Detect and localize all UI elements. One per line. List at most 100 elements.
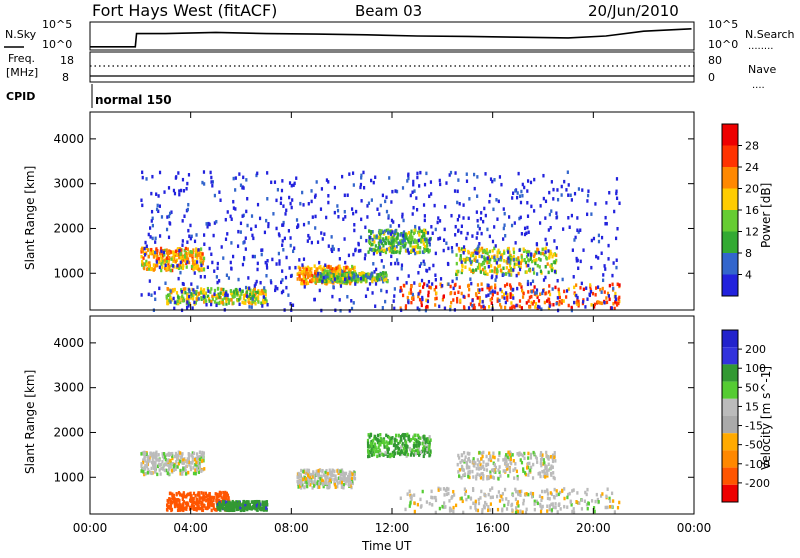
- data-cell: [339, 281, 342, 286]
- data-cell: [525, 466, 529, 470]
- data-cell: [379, 443, 382, 447]
- data-cell: [540, 307, 543, 311]
- data-cell: [163, 190, 166, 194]
- data-cell: [367, 451, 370, 456]
- data-cell: [365, 279, 368, 283]
- data-cell: [531, 267, 535, 272]
- data-cell: [523, 471, 527, 475]
- data-cell: [408, 291, 411, 295]
- data-cell: [348, 271, 351, 275]
- data-cell: [397, 224, 401, 228]
- data-cell: [321, 267, 324, 272]
- data-cell: [237, 502, 240, 506]
- data-cell: [181, 177, 185, 182]
- data-cell: [496, 269, 499, 274]
- data-cell: [391, 230, 394, 234]
- xtick-label: 16:00: [475, 521, 510, 535]
- data-cell: [616, 505, 620, 510]
- data-cell: [616, 226, 619, 231]
- data-cell: [399, 437, 403, 441]
- data-cell: [171, 268, 174, 273]
- data-cell: [166, 504, 170, 509]
- data-cell: [498, 451, 501, 455]
- data-cell: [438, 219, 442, 223]
- data-cell: [520, 489, 523, 494]
- data-cell: [354, 279, 357, 284]
- data-cell: [337, 270, 340, 274]
- data-cell: [141, 203, 144, 208]
- data-cell: [200, 267, 203, 271]
- data-cell: [413, 238, 416, 242]
- data-cell: [393, 451, 397, 456]
- data-cell: [390, 237, 393, 241]
- data-cell: [343, 277, 347, 282]
- data-cell: [579, 228, 582, 232]
- data-cell: [181, 461, 184, 465]
- data-cell: [555, 489, 558, 493]
- data-cell: [179, 188, 183, 193]
- data-cell: [207, 500, 210, 505]
- data-cell: [420, 300, 423, 305]
- data-cell: [540, 463, 543, 468]
- data-cell: [499, 474, 502, 478]
- data-cell: [223, 497, 226, 502]
- data-cell: [307, 474, 310, 478]
- data-cell: [327, 180, 330, 184]
- freq-label-line2: [MHz]: [6, 66, 38, 79]
- data-cell: [299, 472, 302, 477]
- data-cell: [277, 232, 281, 236]
- data-cell: [221, 497, 224, 501]
- data-cell: [144, 471, 147, 476]
- data-cell: [387, 235, 390, 240]
- data-cell: [415, 244, 418, 249]
- data-cell: [185, 298, 188, 302]
- data-cell: [178, 249, 181, 253]
- data-cell: [181, 239, 184, 243]
- data-cell: [510, 305, 514, 309]
- data-cell: [334, 268, 337, 273]
- data-cell: [508, 268, 511, 273]
- data-cell: [313, 479, 316, 484]
- data-cell: [377, 439, 381, 443]
- data-cell: [294, 265, 297, 270]
- data-cell: [168, 249, 171, 253]
- data-cell: [518, 194, 522, 198]
- data-cell: [146, 454, 149, 459]
- data-cell: [487, 258, 490, 262]
- data-cell: [182, 287, 185, 291]
- velocity-panel-frame: [89, 315, 695, 515]
- data-cell: [246, 223, 249, 228]
- data-cell: [540, 489, 544, 494]
- data-cell: [471, 469, 474, 474]
- data-cell: [212, 503, 215, 507]
- data-cell: [359, 185, 362, 190]
- data-cell: [491, 291, 495, 295]
- data-cell: [416, 450, 420, 455]
- data-cell: [390, 218, 394, 223]
- data-cell: [545, 255, 548, 260]
- data-cell: [333, 477, 336, 482]
- data-cell: [257, 300, 260, 304]
- data-cell: [187, 304, 190, 308]
- data-cell: [583, 499, 587, 503]
- data-cell: [140, 250, 143, 254]
- data-cell: [481, 510, 484, 514]
- data-cell: [475, 474, 478, 479]
- data-cell: [551, 287, 554, 291]
- data-cell: [509, 292, 512, 296]
- data-cell: [550, 209, 553, 213]
- data-cell: [530, 495, 534, 499]
- data-cell: [236, 298, 239, 303]
- data-cell: [484, 213, 487, 218]
- data-cell: [225, 297, 228, 302]
- data-cell: [144, 451, 147, 456]
- data-cell: [548, 292, 552, 297]
- data-cell: [378, 249, 381, 253]
- data-cell: [205, 506, 209, 511]
- data-cell: [463, 458, 466, 463]
- data-cell: [553, 260, 556, 265]
- data-cell: [429, 449, 432, 453]
- data-cell: [343, 472, 346, 476]
- data-cell: [556, 510, 559, 514]
- data-cell: [191, 306, 194, 310]
